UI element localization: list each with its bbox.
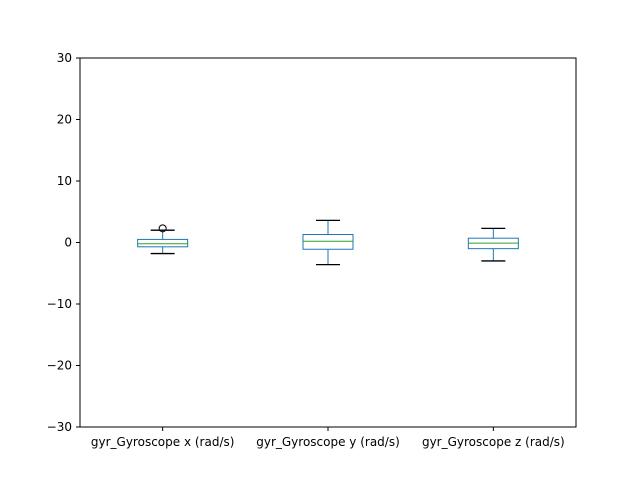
plot-frame [79,57,577,428]
y-axis: −30 −20 −10 0 10 20 30 [47,51,80,434]
iqr-box [137,238,189,248]
x-tick-label: gyr_Gyroscope y (rad/s) [256,435,400,449]
y-tick-label: 20 [57,113,72,127]
box-group-1 [137,224,189,255]
y-tick-label: 30 [57,51,72,65]
y-tick-label: 0 [64,236,72,250]
y-tick-label: −20 [47,359,72,373]
y-tick-label: −30 [47,420,72,434]
outlier-point [158,224,167,233]
iqr-box [302,234,354,250]
box-group-3 [467,227,519,262]
x-tick-label: gyr_Gyroscope x (rad/s) [91,435,235,449]
x-axis: gyr_Gyroscope x (rad/s) gyr_Gyroscope y (… [91,427,565,449]
boxes-layer [137,219,519,266]
box-group-2 [302,219,354,266]
y-tick-label: −10 [47,297,72,311]
x-tick-label: gyr_Gyroscope z (rad/s) [422,435,565,449]
y-tick-label: 10 [57,174,72,188]
